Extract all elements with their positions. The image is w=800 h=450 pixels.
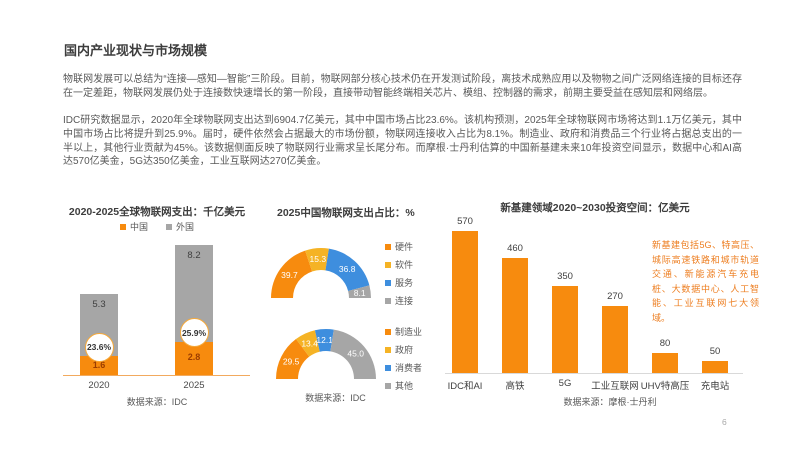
x-tick-label: 2020 (88, 380, 110, 391)
legend-label: 软件 (395, 260, 414, 270)
legend-label: 制造业 (395, 327, 423, 337)
donut-segment-硬件 (271, 250, 313, 298)
legend-label: 外国 (176, 222, 195, 232)
legend-swatch (385, 346, 391, 353)
bar-value-label: 80 (659, 338, 671, 349)
bar-china-segment (80, 356, 118, 375)
donut-segment-连接 (348, 285, 371, 298)
legend-item: 软件 (385, 258, 413, 271)
foreign-value-label: 5.3 (92, 298, 106, 310)
legend-label: 中国 (129, 222, 148, 232)
source-note: 数据来源：IDC (305, 393, 366, 403)
donut-legend: 制造业政府消费者其他 (385, 325, 422, 392)
bar-充电站 (702, 360, 728, 373)
legend-label: 硬件 (395, 242, 414, 252)
x-tick-label: UHV特高压 (640, 381, 690, 392)
bar-5G (552, 285, 578, 373)
donut-value-label: 8.1 (354, 288, 366, 298)
legend-item: 服务 (385, 276, 413, 289)
donut-segment-消费者 (314, 329, 334, 352)
legend-label: 服务 (395, 278, 414, 288)
legend-swatch (385, 382, 391, 389)
legend-swatch (119, 223, 126, 230)
donut-segment-其他 (330, 329, 376, 379)
donut-value-label: 29.5 (283, 357, 300, 367)
bar-value-label: 350 (557, 270, 573, 282)
legend-swatch (385, 364, 391, 371)
donut-segment-政府 (295, 330, 320, 357)
china-share-badge: 23.6% (84, 332, 114, 362)
legend-item: 其他 (385, 379, 422, 392)
legend-item: 连接 (385, 294, 413, 307)
china-share-badge: 25.9% (179, 318, 209, 348)
source-note: 数据来源：摩根·士丹利 (563, 397, 657, 407)
legend-swatch (385, 261, 391, 268)
donut-value-label: 45.0 (347, 349, 364, 359)
bar-工业互联网 (602, 305, 628, 373)
donut-value-label: 36.8 (339, 264, 356, 274)
legend-swatch (166, 223, 172, 230)
donut-segment-软件 (305, 248, 329, 272)
x-axis (63, 375, 250, 376)
new-infrastructure-note: 新基建包括5G、特高压、城际高速铁路和城市轨道交通、新能源汽车充电桩、大数据中心… (652, 240, 759, 323)
donut-value-label: 13.4 (301, 339, 318, 349)
legend-item: 制造业 (385, 325, 422, 338)
bar-plot: 570 IDC和AI 460 高铁 350 5G 270 工业互联网 80 UHV特高压 50 充电站 (445, 196, 745, 436)
donut-legend: 硬件 软件 服务 连接 (385, 240, 413, 307)
x-tick-label: 2025 (183, 380, 205, 391)
legend-swatch (385, 279, 391, 286)
half-donut-plot: 39.7 15.3 36.8 8.1 硬件软件服务连接 29.5 13.4 12.1 45.0 制… (268, 198, 446, 436)
donut-segment-服务 (325, 248, 370, 291)
source-note: 数据来源：IDC (126, 397, 188, 407)
legend-item: 硬件 (385, 240, 413, 253)
bar-value-label: 270 (607, 290, 623, 302)
donut-value-label: 39.7 (281, 270, 298, 280)
bar-高铁 (502, 258, 528, 373)
donut-value-label: 15.3 (310, 254, 327, 264)
idc-data-paragraph: IDC研究数据显示，2020年全球物联网支出达到6904.7亿美元，其中中国市场… (63, 115, 742, 168)
foreign-value-label: 8.2 (187, 250, 201, 262)
bar-UHV特高压 (652, 353, 678, 373)
bar-value-label: 50 (709, 345, 721, 357)
bar-value-label: 460 (507, 243, 523, 254)
half-donut: 29.513.412.1 45.0 (276, 329, 376, 379)
x-tick-label: IDC和AI (447, 381, 483, 392)
donut-value-label: 12.1 (316, 335, 333, 345)
x-tick-label: 充电站 (700, 381, 730, 392)
page-title: 国内产业现状与市场规模 (64, 43, 208, 58)
x-tick-label: 工业互联网 (591, 381, 639, 392)
page-number: 6 (722, 417, 727, 427)
bar-IDC和AI (452, 230, 478, 373)
legend-item: 消费者 (385, 361, 422, 374)
chart-new-infrastructure-investment: 新基建领域2020~2030投资空间：亿美元 570 IDC和AI 460 高铁 350… (445, 196, 759, 436)
half-donut: 39.7 15.3 36.8 8.1 (271, 248, 371, 298)
china-value-label: 2.8 (187, 352, 201, 363)
legend-swatch (385, 328, 391, 335)
intro-paragraph: 物联网发展可以总结为“连接—感知—智能”三阶段。目前，物联网部分核心技术仍在开发… (63, 74, 742, 99)
chart-china-iot-share: 2025中国物联网支出占比：% 39.7 15.3 36.8 8.1 硬件软件服务连接 2… (268, 198, 446, 436)
x-tick-label: 高铁 (505, 381, 525, 392)
legend-item: 政府 (385, 343, 422, 356)
legend-swatch (385, 243, 391, 250)
legend-swatch (385, 297, 391, 304)
legend-label: 消费者 (395, 363, 423, 373)
chart-title: 2025中国物联网支出占比：% (277, 207, 415, 219)
chart-global-iot-spending: 2020-2025全球物联网支出：千亿美元 中国 外国 5.3 1.6 23.6% 20… (62, 198, 252, 436)
legend-label: 连接 (395, 296, 414, 306)
china-value-label: 1.6 (92, 359, 106, 370)
chart-legend: 中国 外国 (62, 220, 252, 233)
x-tick-label: 5G (558, 378, 572, 389)
chart-title: 2020-2025全球物联网支出：千亿美元 (68, 206, 246, 218)
legend-label: 其他 (395, 381, 414, 391)
legend-label: 政府 (395, 345, 414, 355)
chart-title: 新基建领域2020~2030投资空间：亿美元 (500, 202, 690, 214)
bar-china-segment (175, 341, 213, 375)
legend-item: 中国 (119, 220, 148, 233)
donut-segment-制造业 (276, 339, 310, 379)
stacked-bar-plot: 5.3 1.6 23.6% 2020 8.2 2.8 25.9% 2025 (62, 198, 252, 436)
bar-value-label: 570 (457, 215, 473, 227)
legend-item: 外国 (166, 220, 194, 233)
x-axis (445, 373, 743, 374)
